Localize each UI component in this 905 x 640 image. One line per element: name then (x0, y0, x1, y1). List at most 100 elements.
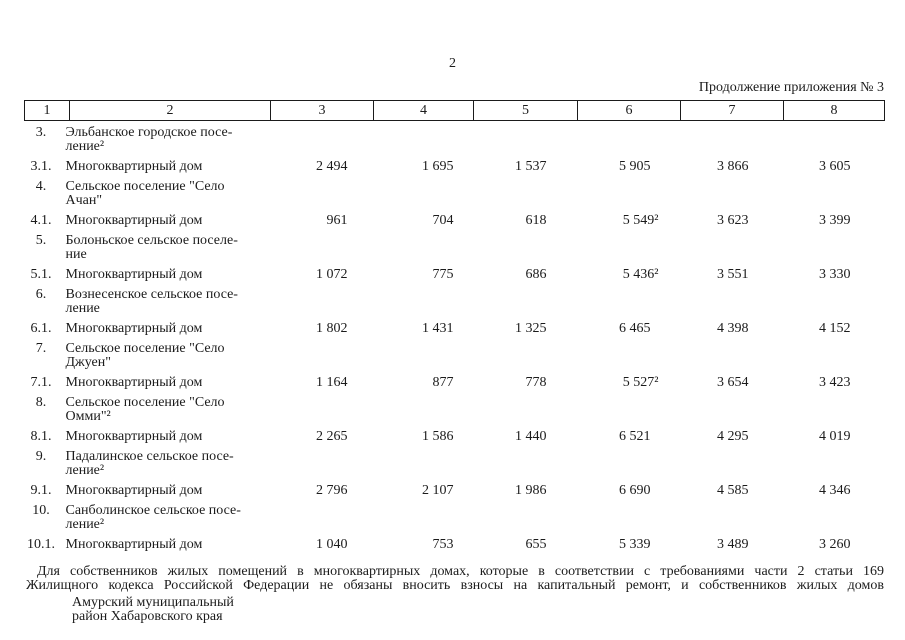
value-cell: 1 164 (316, 375, 348, 390)
table-row: 5.1. Многоквартирный дом 1 072 775 686 5 436²… (25, 263, 885, 283)
value-cell (681, 175, 784, 209)
value-cell (578, 283, 681, 317)
value-cell (681, 229, 784, 263)
value-cell: 5 905 (619, 159, 651, 174)
row-name-cell: Эльбанское городское посе-ление² (65, 125, 233, 154)
value-cell: 775 (432, 267, 454, 282)
value-cell (681, 337, 784, 371)
value-cell (474, 391, 578, 425)
value-cell: 753 (432, 537, 454, 552)
value-cell (681, 283, 784, 317)
signature-block: Амурский муниципальный район Хабаровског… (72, 596, 905, 623)
table-body: 3. Эльбанское городское посе-ление² 3.1. Мн… (25, 121, 885, 554)
value-cell (681, 121, 784, 156)
value-cell (578, 499, 681, 533)
value-cell (784, 337, 885, 371)
value-cell (271, 283, 374, 317)
value-cell (578, 121, 681, 156)
row-name-cell: Многоквартирный дом (65, 321, 203, 336)
row-name-cell: Многоквартирный дом (65, 537, 203, 552)
value-cell (271, 121, 374, 156)
row-number-cell: 9. (35, 449, 47, 464)
value-cell (578, 229, 681, 263)
row-number-cell: 3.1. (30, 159, 52, 174)
value-cell (784, 391, 885, 425)
row-name-cell: Сельское поселение "Село Ачан" (65, 179, 225, 208)
page-number: 2 (449, 56, 456, 71)
value-cell (681, 391, 784, 425)
header-cell: 1 (24, 100, 70, 121)
row-number-cell: 6. (35, 287, 47, 302)
value-cell: 5 436² (622, 267, 659, 282)
value-cell: 1 431 (422, 321, 454, 336)
value-cell (271, 445, 374, 479)
value-cell (271, 391, 374, 425)
row-number-cell: 6.1. (30, 321, 52, 336)
value-cell (784, 283, 885, 317)
value-cell: 3 399 (819, 213, 851, 228)
value-cell (474, 229, 578, 263)
row-number-cell: 4.1. (30, 213, 52, 228)
row-number-cell: 3. (35, 125, 47, 140)
value-cell (374, 337, 474, 371)
header-cell: 7 (680, 100, 784, 121)
value-cell: 961 (326, 213, 348, 228)
table-row: 3.1. Многоквартирный дом 2 494 1 695 1 537 5 … (25, 155, 885, 175)
value-cell: 3 260 (819, 537, 851, 552)
table-row: 9. Падалинское сельское посе-ление² (25, 445, 885, 479)
row-number-cell: 8. (35, 395, 47, 410)
value-cell: 3 654 (717, 375, 749, 390)
footnote-line: Жилищного кодекса Российской Федерации н… (26, 577, 884, 593)
table-row: 8. Сельское поселение "Село Омми"² (25, 391, 885, 425)
value-cell: 4 398 (717, 321, 749, 336)
row-name-cell: Сельское поселение "Село Омми"² (65, 395, 225, 424)
row-name-cell: Многоквартирный дом (65, 483, 203, 498)
value-cell: 1 537 (515, 159, 547, 174)
continuation-note: Продолжение приложения № 3 (698, 80, 884, 95)
value-cell: 655 (525, 537, 547, 552)
value-cell (784, 175, 885, 209)
row-name-cell: Многоквартирный дом (65, 267, 203, 282)
row-number-cell: 10.1. (27, 537, 55, 552)
table-row: 6.1. Многоквартирный дом 1 802 1 431 1 325 6 … (25, 317, 885, 337)
header-cell: 8 (783, 100, 885, 121)
table-row: 3. Эльбанское городское посе-ление² (25, 121, 885, 156)
signature-line: Амурский муниципальный (72, 595, 234, 610)
value-cell (271, 499, 374, 533)
value-cell: 4 019 (819, 429, 851, 444)
signature-line: район Хабаровского края (72, 608, 223, 624)
value-cell: 1 440 (515, 429, 547, 444)
value-cell (784, 445, 885, 479)
value-cell (474, 175, 578, 209)
value-cell: 704 (432, 213, 454, 228)
row-name-cell: Многоквартирный дом (65, 213, 203, 228)
value-cell: 4 152 (819, 321, 851, 336)
value-cell: 1 325 (515, 321, 547, 336)
value-cell: 5 339 (619, 537, 651, 552)
row-number-cell: 8.1. (30, 429, 52, 444)
row-name-cell: Вознесенское сельское посе-ление (65, 287, 238, 316)
value-cell: 2 796 (316, 483, 348, 498)
table-row: 4. Сельское поселение "Село Ачан" (25, 175, 885, 209)
row-number-cell: 5.1. (30, 267, 52, 282)
table-row: 8.1. Многоквартирный дом 2 265 1 586 1 440 6 … (25, 425, 885, 445)
value-cell: 6 521 (619, 429, 651, 444)
row-name-cell: Многоквартирный дом (65, 429, 203, 444)
value-cell: 1 072 (316, 267, 348, 282)
value-cell: 4 346 (819, 483, 851, 498)
value-cell: 5 527² (622, 375, 659, 390)
value-cell (784, 229, 885, 263)
value-cell (474, 121, 578, 156)
value-cell (578, 391, 681, 425)
table-row: 10. Санболинское сельское посе-ление² (25, 499, 885, 533)
value-cell (474, 499, 578, 533)
table-row: 6. Вознесенское сельское посе-ление (25, 283, 885, 317)
value-cell (374, 499, 474, 533)
footnote-line: Для собственников жилых помещений в мног… (37, 564, 884, 579)
value-cell: 3 551 (717, 267, 749, 282)
value-cell (578, 337, 681, 371)
row-number-cell: 5. (35, 233, 47, 248)
